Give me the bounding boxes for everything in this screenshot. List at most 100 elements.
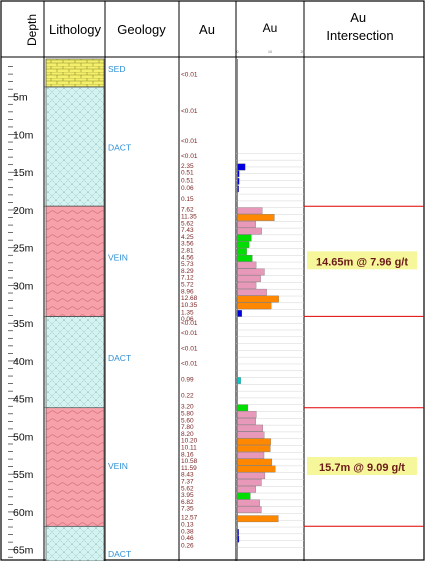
au-bar <box>237 234 252 242</box>
au-bar <box>237 458 273 466</box>
assay-value: <0.01 <box>181 138 198 145</box>
depth-label: 40m <box>13 356 34 368</box>
geology-header: Geology <box>117 22 166 37</box>
au-bar <box>237 185 239 193</box>
au-bar <box>237 417 256 425</box>
au-scale-tick-10: 10 <box>268 50 272 54</box>
assay-value: 0.26 <box>181 543 194 550</box>
geology-column: SED DACT VEIN DACT VEIN DACT <box>108 64 131 559</box>
geology-label: VEIN <box>108 253 128 263</box>
lithology-column <box>44 58 105 561</box>
au-bar <box>237 288 267 296</box>
assay-value: 5.60 <box>181 417 194 424</box>
depth-label: 65m <box>13 545 34 557</box>
assay-value: 4.56 <box>181 254 194 261</box>
au-bar <box>237 220 256 228</box>
geology-label: VEIN <box>108 461 128 471</box>
intersection-header-line1: Au <box>350 10 366 25</box>
au-bar <box>237 207 263 215</box>
lithology-vein-unit <box>45 407 105 527</box>
intersection-header-line2: Intersection <box>326 28 393 43</box>
lithology-dact-unit <box>45 525 105 561</box>
depth-label: 25m <box>13 243 34 255</box>
assay-value: 10.58 <box>181 458 198 465</box>
assay-value: 7.37 <box>181 478 194 485</box>
assay-value: 3.95 <box>181 492 194 499</box>
assay-value: <0.01 <box>181 330 198 337</box>
au-chart-header: Au <box>263 21 278 35</box>
assay-value: 0.06 <box>181 316 194 323</box>
lithology-sed-unit <box>45 58 105 88</box>
au-bar <box>237 310 243 317</box>
lithology-vein-unit <box>45 205 105 317</box>
depth-label: 50m <box>13 431 34 443</box>
au-bar-chart <box>236 59 304 561</box>
assay-value: 0.51 <box>181 177 194 184</box>
au-bar <box>237 451 265 459</box>
au-bar <box>237 254 253 262</box>
assay-value: 5.80 <box>181 411 194 418</box>
assay-value: 3.20 <box>181 404 194 411</box>
au-value-header: Au <box>199 22 215 37</box>
au-bar <box>237 295 279 303</box>
assay-value-column: <0.01<0.01<0.01<0.012.350.510.510.060.15… <box>181 72 198 550</box>
geology-label: DACT <box>108 549 131 559</box>
assay-value: <0.01 <box>181 108 198 115</box>
assay-value: 7.12 <box>181 275 194 282</box>
assay-value: 7.80 <box>181 424 194 431</box>
assay-value: 4.25 <box>181 234 194 241</box>
assay-value: 0.15 <box>181 196 194 203</box>
assay-value: 8.16 <box>181 451 194 458</box>
au-bar <box>237 465 276 473</box>
assay-value: 10.20 <box>181 438 198 445</box>
au-bar <box>237 275 261 283</box>
au-bar <box>237 177 240 185</box>
au-bar <box>237 424 264 432</box>
au-bar <box>237 445 271 452</box>
depth-label: 55m <box>13 469 34 481</box>
intersection-label: 14.65m @ 7.96 g/t <box>316 256 408 268</box>
intersection-highlight <box>307 251 417 270</box>
au-bar <box>237 411 257 418</box>
au-bar <box>237 214 275 221</box>
geology-label: SED <box>108 64 125 74</box>
depth-label: 20m <box>13 205 34 217</box>
au-bar <box>237 377 241 384</box>
assay-value: 0.22 <box>181 392 194 399</box>
assay-value: 8.43 <box>181 472 194 479</box>
assay-value: 5.73 <box>181 261 194 268</box>
assay-value: 10.11 <box>181 445 197 452</box>
assay-value: 5.62 <box>181 485 194 492</box>
assay-value: 1.35 <box>181 309 194 316</box>
au-bar <box>237 535 240 543</box>
au-bar <box>237 302 272 310</box>
au-bar <box>237 472 266 480</box>
au-bar <box>237 248 247 255</box>
assay-value: 10.35 <box>181 302 198 309</box>
assay-value: 0.06 <box>181 185 194 192</box>
au-scale-tick-0: 0 <box>237 50 239 54</box>
depth-label: 45m <box>13 394 34 406</box>
assay-value: <0.01 <box>181 153 198 160</box>
assay-value: <0.01 <box>181 346 198 353</box>
geology-label: DACT <box>108 142 131 152</box>
assay-value: 3.56 <box>181 241 194 248</box>
assay-value: 0.38 <box>181 528 194 535</box>
au-bar <box>237 431 265 439</box>
au-bar <box>237 492 251 500</box>
depth-label: 35m <box>13 318 34 330</box>
assay-value: <0.01 <box>181 320 198 327</box>
assay-value: <0.01 <box>181 361 198 368</box>
au-bar <box>237 268 265 276</box>
assay-value: 12.68 <box>181 295 198 302</box>
au-bar <box>237 163 246 171</box>
depth-axis: 5m 10m 15m 20m 25m 30m 35m 40m 45m 50m 55m 60m 65m <box>8 66 34 558</box>
au-bar <box>237 515 279 523</box>
depth-label: 30m <box>13 280 34 292</box>
assay-value: 11.59 <box>181 465 197 472</box>
assay-value: 0.13 <box>181 522 194 529</box>
assay-value: 11.35 <box>181 214 197 221</box>
assay-value: 2.35 <box>181 163 194 170</box>
